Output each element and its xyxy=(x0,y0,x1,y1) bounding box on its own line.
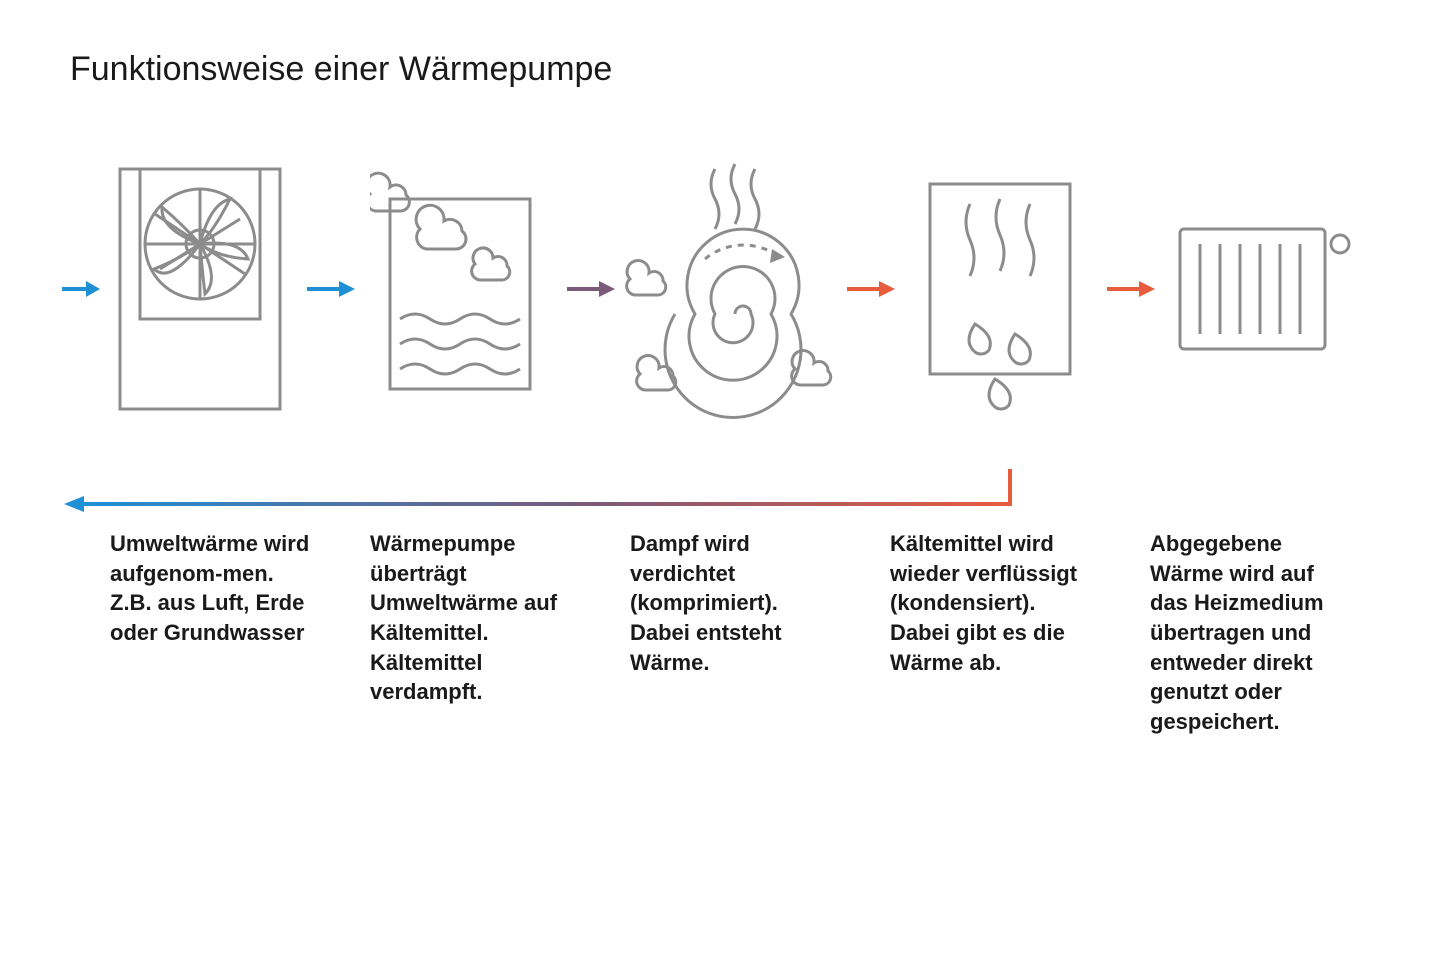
stage-2-evaporation-icon xyxy=(360,149,560,429)
evaporation-icon xyxy=(370,169,550,409)
descriptions-row: Umweltwärme wird aufgenom-men. Z.B. aus … xyxy=(110,529,1400,737)
condenser-icon xyxy=(915,164,1085,414)
flow-arrow-4 xyxy=(1100,277,1160,301)
flow-arrow-3 xyxy=(840,277,900,301)
stage-3-desc: Dampf wird verdichtet (komprimiert). Dab… xyxy=(630,529,830,737)
stage-4-desc: Kältemittel wird wieder verflüssigt (kon… xyxy=(890,529,1090,737)
flow-row xyxy=(60,139,1400,439)
arrow-icon xyxy=(565,277,615,301)
stage-5-desc: Abgegebene Wärme wird auf das Heizmedium… xyxy=(1150,529,1350,737)
heatpump-fan-icon xyxy=(110,159,290,419)
arrow-icon xyxy=(60,277,100,301)
arrow-icon xyxy=(1105,277,1155,301)
arrow-icon xyxy=(845,277,895,301)
diagram-title: Funktionsweise einer Wärmepumpe xyxy=(70,50,1400,89)
flow-arrow-2 xyxy=(560,277,620,301)
stage-3-compressor-icon xyxy=(620,149,840,429)
flow-arrow-0 xyxy=(60,277,100,301)
arrow-icon xyxy=(305,277,355,301)
stage-1-desc: Umweltwärme wird aufgenom-men. Z.B. aus … xyxy=(110,529,310,737)
return-flow-line xyxy=(60,469,1400,509)
return-arrow-icon xyxy=(60,469,1020,529)
compressor-spiral-icon xyxy=(620,159,840,419)
flow-arrow-1 xyxy=(300,277,360,301)
radiator-icon xyxy=(1165,199,1355,379)
stage-2-desc: Wärmepumpe überträgt Umweltwärme auf Käl… xyxy=(370,529,570,737)
stage-5-radiator-icon xyxy=(1160,149,1360,429)
stage-4-condenser-icon xyxy=(900,149,1100,429)
stage-1-heatpump-icon xyxy=(100,149,300,429)
